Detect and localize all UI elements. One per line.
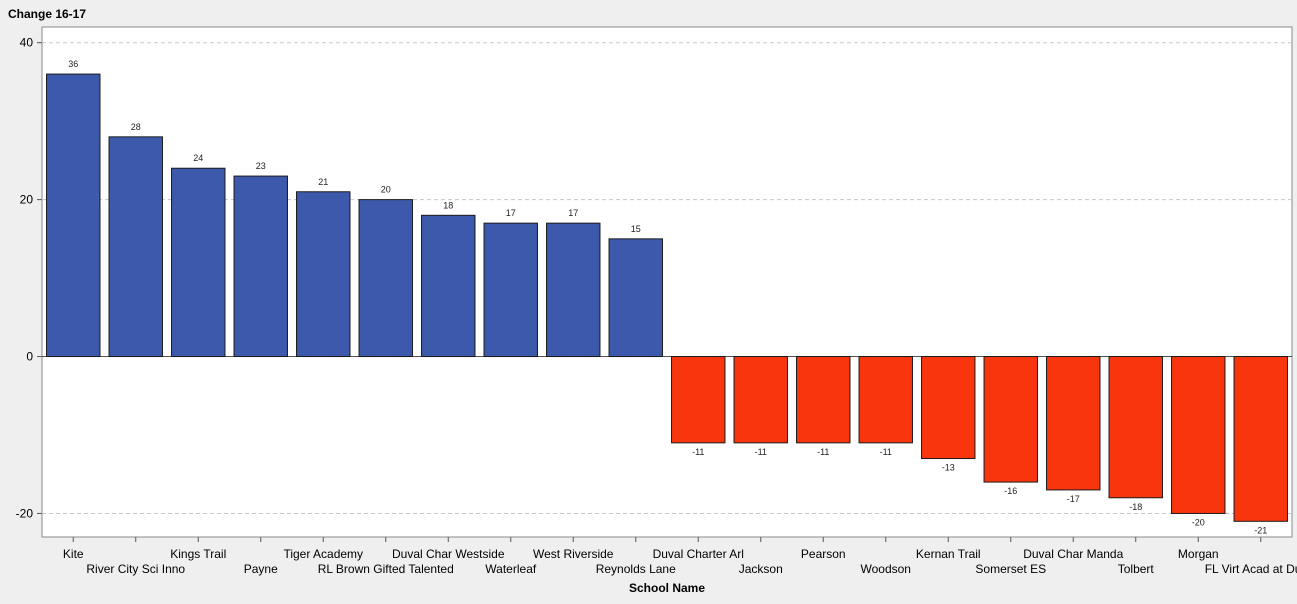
bar: [108, 136, 163, 358]
x-tick-label: Woodson: [861, 562, 911, 576]
x-tick-label: Tolbert: [1118, 562, 1155, 576]
x-tick-label: Kernan Trail: [916, 547, 981, 561]
y-axis: -20 0 20 40: [16, 36, 42, 520]
bar: [1171, 356, 1226, 514]
bar: [1046, 356, 1101, 491]
x-tick-label: Payne: [244, 562, 278, 576]
x-tick-label: Jackson: [739, 562, 783, 576]
x-tick-label: Kings Trail: [170, 547, 226, 561]
x-tick-label: West Riverside: [533, 547, 614, 561]
data-label: -13: [942, 463, 955, 473]
y-tick-label: 0: [26, 350, 33, 364]
bar: [421, 214, 476, 358]
data-label: -11: [755, 447, 767, 457]
x-tick-label: Duval Charter Arl: [653, 547, 744, 561]
bar: [858, 356, 913, 444]
y-axis-title: Change 16-17: [8, 7, 86, 21]
x-tick-label: Morgan: [1178, 547, 1219, 561]
bar: [483, 222, 538, 358]
data-label: 28: [131, 122, 141, 132]
data-label: 20: [381, 185, 391, 195]
x-axis-title: School Name: [629, 581, 705, 595]
x-tick-label: Waterleaf: [485, 562, 537, 576]
bar: [733, 356, 788, 444]
x-tick-label: Tiger Academy: [283, 547, 363, 561]
data-label: 21: [318, 177, 328, 187]
x-tick-label: River City Sci Inno: [86, 562, 185, 576]
x-tick-label: RL Brown Gifted Talented: [318, 562, 454, 576]
data-label: -18: [1129, 502, 1142, 512]
x-tick-label: Kite: [63, 547, 84, 561]
bar: [608, 238, 663, 358]
y-tick-label: -20: [16, 506, 34, 520]
data-label: -11: [692, 447, 704, 457]
plot-area: [41, 26, 1293, 538]
data-label: 17: [568, 208, 578, 218]
data-label: 36: [68, 59, 78, 69]
bar: [1108, 356, 1163, 499]
data-label: 15: [631, 224, 641, 234]
bar: [1233, 356, 1288, 522]
x-tick-label: FL Virt Acad at Duval: [1205, 562, 1297, 576]
x-tick-label: Duval Char Manda: [1023, 547, 1123, 561]
bar: [46, 73, 101, 358]
bar: [296, 191, 351, 358]
bar: [233, 175, 288, 358]
data-label: 17: [506, 208, 516, 218]
bar: [796, 356, 851, 444]
x-tick-label: Somerset ES: [975, 562, 1046, 576]
data-label: 18: [443, 200, 453, 210]
y-tick-label: 40: [20, 36, 34, 50]
y-tick-label: 20: [20, 193, 34, 207]
data-label: -11: [880, 447, 892, 457]
data-label: 23: [256, 161, 266, 171]
data-label: -20: [1192, 517, 1205, 527]
data-label: -11: [817, 447, 829, 457]
x-tick-label: Reynolds Lane: [596, 562, 676, 576]
bar: [671, 356, 726, 444]
data-label: -21: [1254, 525, 1267, 535]
bar: [546, 222, 601, 358]
data-label: 24: [193, 153, 203, 163]
bar: [171, 167, 226, 358]
data-label: -16: [1004, 486, 1017, 496]
bars: 36 28 24 23 21 20 18 17 17 15 -11 -11 -11 -11 -13 -16 -1…: [46, 59, 1288, 535]
bar: [921, 356, 976, 460]
bar: [358, 199, 413, 358]
x-tick-label: Pearson: [801, 547, 846, 561]
x-tick-label: Duval Char Westside: [392, 547, 505, 561]
bar: [983, 356, 1038, 483]
data-label: -17: [1067, 494, 1080, 504]
